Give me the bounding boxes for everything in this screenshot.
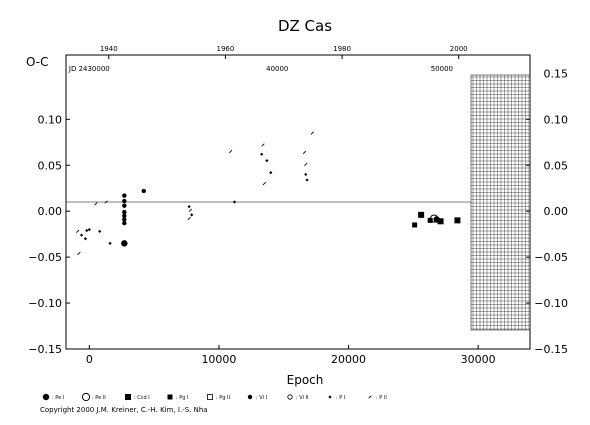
y-axis-label: O-C xyxy=(26,55,49,69)
point-p-ii xyxy=(187,216,191,221)
point-p-ii xyxy=(228,149,233,154)
point-p-ii xyxy=(302,150,307,155)
y-axis-ticks: −0.15 −0.10 −0.05 0.00 0.05 0.10 0.15 0.10 0.05 0… xyxy=(28,67,568,356)
legend-marker-pe-i xyxy=(42,393,50,401)
point-p-i xyxy=(83,237,88,241)
y-tick-label-right: 0.10 xyxy=(544,113,569,126)
point-pe-i xyxy=(121,240,128,247)
point-ccd-i xyxy=(437,218,444,225)
y-tick-label-right: −0.10 xyxy=(534,297,568,310)
point-p-i xyxy=(187,204,191,209)
point-p-i xyxy=(190,213,194,217)
point-p-i xyxy=(260,152,264,156)
legend-label: : P I xyxy=(336,395,345,401)
jd-label: 50000 xyxy=(431,65,453,73)
y-tick-label: 0.10 xyxy=(38,113,63,126)
y-tick-label-right: −0.05 xyxy=(534,251,568,264)
legend: : Pe I : Pe II : Ccd I : Pg I : Pg II : Vi I:… xyxy=(42,392,387,402)
legend-label: : Ccd I xyxy=(134,395,150,401)
x-axis-ticks: 0 10000 20000 30000 xyxy=(86,345,496,366)
legend-label: : P II xyxy=(376,395,387,401)
point-vi-i xyxy=(122,193,127,198)
point-p-i xyxy=(265,159,269,163)
jd-label: JD 2430000 xyxy=(68,65,110,73)
legend-label: : Pe I xyxy=(52,395,64,401)
legend-label: : Pg I xyxy=(176,395,189,401)
jd-label: 40000 xyxy=(266,65,288,73)
y-tick-label-right: 0.00 xyxy=(544,205,569,218)
legend-label: : Vi I xyxy=(256,395,267,401)
copyright-text: Copyright 2000 J.M. Kreiner, C.-H. Kim, … xyxy=(40,406,208,414)
future-grid-frame xyxy=(470,74,531,331)
point-vi-i xyxy=(122,203,127,208)
point-p-i xyxy=(108,241,112,245)
y-tick-label: 0.05 xyxy=(38,159,63,172)
top-year-label: 1940 xyxy=(100,45,118,53)
point-ccd-i xyxy=(418,211,425,218)
point-pg-i xyxy=(412,222,418,228)
y-tick-label-right: 0.15 xyxy=(544,67,569,80)
top-year-label: 2000 xyxy=(450,45,468,53)
point-ccd-i xyxy=(454,217,461,224)
legend-label: : Pe II xyxy=(92,395,106,401)
y-tick-label: 0.00 xyxy=(38,205,63,218)
legend-label: : Vi II xyxy=(296,395,309,401)
x-tick-label: 0 xyxy=(86,353,93,366)
legend-label: : Pg II xyxy=(216,395,230,401)
point-p-ii xyxy=(104,200,108,204)
point-p-ii xyxy=(188,208,193,212)
top-year-label: 1980 xyxy=(333,45,351,53)
point-p-ii xyxy=(310,131,314,135)
legend-marker-pg-ii xyxy=(207,394,213,400)
point-p-i xyxy=(87,227,91,232)
top-year-axis: 1940 1960 1980 2000 JD 2430000 40000 50000 xyxy=(68,45,468,73)
legend-marker-vi-ii xyxy=(287,394,293,400)
y-tick-label: −0.15 xyxy=(28,343,62,356)
point-p-ii xyxy=(262,182,266,186)
x-axis-label: Epoch xyxy=(287,373,324,387)
legend-marker-pe-ii xyxy=(81,392,91,402)
point-p-i xyxy=(304,172,308,177)
point-p-i xyxy=(232,200,237,204)
legend-marker-ccd-i xyxy=(125,394,131,400)
y-tick-label-right: 0.05 xyxy=(544,159,569,172)
y-tick-label: −0.05 xyxy=(28,251,62,264)
legend-marker-pg-i xyxy=(167,394,173,400)
legend-marker-vi-i xyxy=(247,394,253,400)
y-tick-label: −0.10 xyxy=(28,297,62,310)
point-p-i xyxy=(98,229,102,233)
point-p-ii xyxy=(261,143,265,147)
point-p-i xyxy=(79,233,84,237)
legend-marker-p-ii xyxy=(368,395,372,399)
future-grid xyxy=(470,74,531,331)
point-vi-i xyxy=(122,198,127,204)
top-year-label: 1960 xyxy=(217,45,235,53)
point-p-i xyxy=(269,171,273,175)
chart-title: DZ Cas xyxy=(278,17,332,35)
point-p-i xyxy=(305,178,309,182)
point-pg-i xyxy=(427,217,433,223)
x-tick-label: 10000 xyxy=(201,353,236,366)
x-tick-label: 30000 xyxy=(461,353,496,366)
data-points xyxy=(76,131,461,256)
point-p-ii xyxy=(76,229,80,234)
point-vi-i xyxy=(122,213,127,218)
y-tick-label-right: −0.15 xyxy=(534,343,568,356)
x-tick-label: 20000 xyxy=(331,353,366,366)
point-p-i xyxy=(85,228,89,233)
legend-marker-p-i xyxy=(328,395,332,399)
point-p-ii xyxy=(77,251,81,256)
point-p-ii xyxy=(94,202,98,206)
point-p-ii xyxy=(304,162,308,166)
point-vi-i xyxy=(122,217,127,222)
point-vi-i xyxy=(141,188,146,194)
point-vi-i xyxy=(122,220,127,226)
point-vi-i xyxy=(122,209,127,215)
